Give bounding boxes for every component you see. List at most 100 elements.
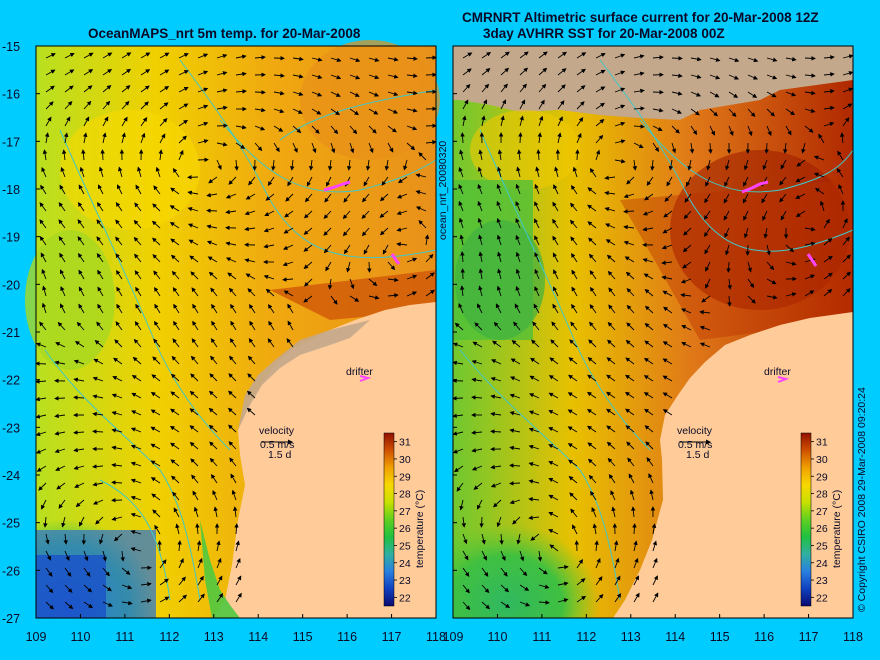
current-arrow xyxy=(303,210,313,219)
current-arrow xyxy=(589,270,597,280)
current-arrow xyxy=(210,287,218,297)
current-arrow xyxy=(235,89,247,94)
current-arrow xyxy=(368,295,380,300)
current-arrow xyxy=(723,193,730,204)
current-arrow xyxy=(496,285,502,297)
right-current-vectors xyxy=(452,51,854,611)
current-arrow xyxy=(228,441,237,450)
current-arrow xyxy=(178,149,184,161)
current-arrow xyxy=(614,87,626,93)
colorbar-tick-label: 25 xyxy=(399,540,411,552)
current-arrow xyxy=(814,188,825,195)
current-arrow xyxy=(780,210,787,221)
current-arrow xyxy=(206,208,218,213)
current-arrow xyxy=(92,482,104,487)
current-arrow xyxy=(627,457,635,467)
current-arrow xyxy=(187,190,199,196)
current-arrow xyxy=(406,108,418,113)
current-arrow xyxy=(571,269,578,280)
colorbar-tick-label: 30 xyxy=(816,454,828,466)
current-arrow xyxy=(121,567,131,575)
current-arrow xyxy=(481,567,489,577)
current-arrow xyxy=(311,125,320,134)
left-velocity-label: velocity xyxy=(259,425,295,437)
current-arrow xyxy=(643,375,654,382)
current-arrow xyxy=(572,524,578,535)
lat-tick-label: -18 xyxy=(2,183,20,197)
current-arrow xyxy=(311,57,323,62)
current-arrow xyxy=(515,234,521,246)
current-arrow xyxy=(477,183,483,195)
current-arrow xyxy=(595,69,606,76)
current-arrow xyxy=(121,584,133,590)
current-arrow xyxy=(481,83,490,93)
current-arrow xyxy=(425,253,434,263)
current-arrow xyxy=(471,377,483,383)
current-arrow xyxy=(839,132,845,144)
current-arrow xyxy=(724,176,730,187)
current-arrow xyxy=(216,540,221,552)
current-arrow xyxy=(292,142,298,153)
current-arrow xyxy=(284,210,294,218)
current-arrow xyxy=(264,210,275,217)
current-arrow xyxy=(471,465,483,471)
current-arrow xyxy=(230,320,237,331)
current-arrow xyxy=(154,320,161,331)
current-arrow xyxy=(568,459,578,467)
current-arrow xyxy=(349,91,360,97)
current-arrow xyxy=(497,149,503,161)
current-arrow xyxy=(452,396,464,401)
current-arrow xyxy=(268,303,275,314)
current-arrow xyxy=(387,293,399,298)
current-arrow xyxy=(187,223,199,229)
current-arrow xyxy=(197,593,205,603)
current-arrow xyxy=(229,355,237,365)
current-arrow xyxy=(548,494,559,501)
current-arrow xyxy=(813,172,825,178)
current-arrow xyxy=(150,392,161,399)
current-arrow xyxy=(254,125,266,131)
current-arrow xyxy=(189,390,199,399)
current-arrow xyxy=(152,237,161,246)
current-arrow xyxy=(626,304,635,314)
lon-tick-label: 116 xyxy=(337,630,357,644)
current-arrow xyxy=(326,176,332,187)
current-arrow xyxy=(111,428,123,433)
current-arrow xyxy=(548,392,559,399)
current-arrow xyxy=(247,373,256,382)
current-arrow xyxy=(568,374,578,382)
current-arrow xyxy=(234,159,239,171)
current-arrow xyxy=(550,339,559,348)
lon-tick-label: 113 xyxy=(621,630,641,644)
current-arrow xyxy=(61,516,66,528)
colorbar-tick-label: 27 xyxy=(399,506,411,518)
current-arrow xyxy=(557,116,563,127)
current-arrow xyxy=(96,219,104,229)
current-arrow xyxy=(263,244,275,249)
current-arrow xyxy=(227,407,237,416)
current-arrow xyxy=(283,290,294,297)
current-arrow xyxy=(343,193,351,203)
current-arrow xyxy=(766,278,777,285)
current-arrow xyxy=(115,321,123,331)
current-arrow xyxy=(528,444,540,450)
current-arrow xyxy=(626,288,635,297)
current-arrow xyxy=(511,340,521,348)
current-arrow xyxy=(650,159,655,171)
current-arrow xyxy=(235,71,247,77)
current-arrow xyxy=(130,529,142,535)
current-arrow xyxy=(490,429,502,434)
current-arrow xyxy=(406,142,416,151)
current-arrow xyxy=(552,201,559,212)
current-arrow xyxy=(387,277,399,283)
current-arrow xyxy=(747,57,759,63)
current-arrow xyxy=(58,236,66,246)
current-arrow xyxy=(169,205,180,212)
current-arrow xyxy=(818,133,825,144)
current-arrow xyxy=(58,219,66,229)
current-arrow xyxy=(481,550,487,561)
current-arrow xyxy=(265,193,275,201)
lon-tick-label: 118 xyxy=(426,630,446,644)
lon-tick-label: 110 xyxy=(70,630,90,644)
current-arrow xyxy=(216,88,228,93)
